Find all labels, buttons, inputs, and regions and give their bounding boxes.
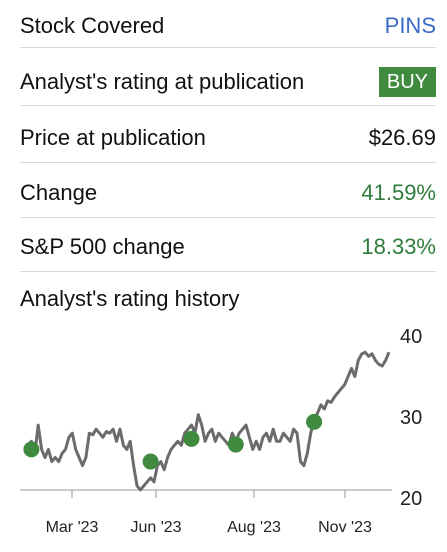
rating-row: Analyst's rating at publication BUY xyxy=(20,58,436,106)
change-value: 41.59% xyxy=(361,179,436,205)
rating-history-title: Analyst's rating history xyxy=(20,286,240,311)
rating-marker-group xyxy=(23,413,323,470)
tick-label-group: Mar '23 Jun '23 Aug '23 Nov '23 20 30 40 xyxy=(46,326,423,536)
ticker-link[interactable]: PINS xyxy=(384,12,436,38)
sp500-label: S&P 500 change xyxy=(20,233,185,259)
stock-covered-row: Stock Covered PINS xyxy=(20,4,436,48)
buy-badge: BUY xyxy=(378,66,436,97)
price-line xyxy=(26,350,391,492)
price-label: Price at publication xyxy=(20,124,206,150)
sp500-value: 18.33% xyxy=(361,233,436,259)
buy-rating-marker[interactable] xyxy=(142,453,159,470)
x-tick-label: Aug '23 xyxy=(227,519,281,536)
x-tick-label: Nov '23 xyxy=(318,519,372,536)
price-row: Price at publication $26.69 xyxy=(20,113,436,163)
y-tick-label: 20 xyxy=(400,488,422,510)
change-label: Change xyxy=(20,179,98,205)
change-row: Change 41.59% xyxy=(20,168,436,218)
stock-covered-label: Stock Covered xyxy=(20,12,165,38)
buy-rating-marker[interactable] xyxy=(23,441,40,458)
sp500-row: S&P 500 change 18.33% xyxy=(20,222,436,272)
rating-label: Analyst's rating at publication xyxy=(20,68,305,94)
rating-history-chart: Mar '23 Jun '23 Aug '23 Nov '23 20 30 40 xyxy=(20,326,423,536)
price-line-group xyxy=(26,350,391,492)
y-tick-label: 30 xyxy=(400,407,422,429)
buy-rating-marker[interactable] xyxy=(227,436,244,453)
buy-rating-marker[interactable] xyxy=(183,430,200,447)
x-tick-label: Mar '23 xyxy=(46,519,99,536)
chart-axes xyxy=(20,489,392,498)
x-tick-label: Jun '23 xyxy=(130,519,181,536)
price-value: $26.69 xyxy=(368,124,436,150)
y-tick-label: 40 xyxy=(400,326,422,348)
buy-rating-marker[interactable] xyxy=(306,413,323,430)
